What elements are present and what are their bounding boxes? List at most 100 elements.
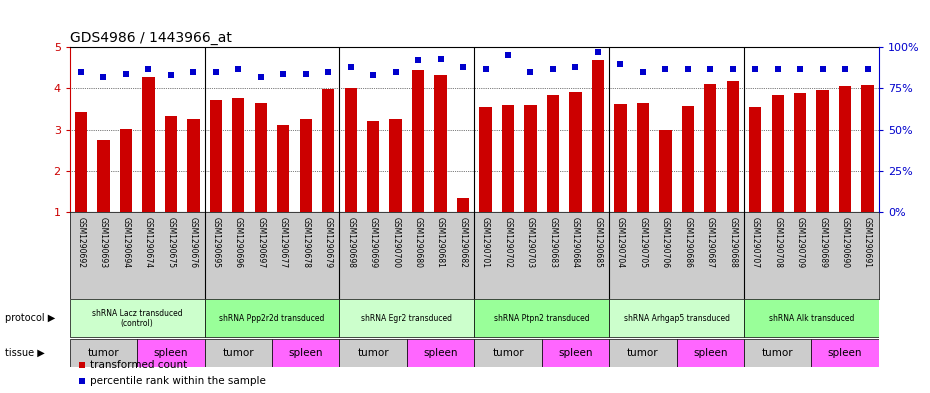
- Bar: [344, 88, 357, 212]
- Text: GSM1290708: GSM1290708: [773, 217, 782, 268]
- Bar: [322, 89, 335, 212]
- Bar: [70, 299, 205, 337]
- Bar: [609, 338, 676, 367]
- Bar: [142, 77, 154, 212]
- Bar: [749, 107, 762, 212]
- Bar: [74, 112, 87, 212]
- Bar: [676, 338, 744, 367]
- Bar: [137, 338, 205, 367]
- Text: GSM1290695: GSM1290695: [211, 217, 220, 268]
- Text: spleen: spleen: [828, 348, 862, 358]
- Text: GSM1290675: GSM1290675: [166, 217, 176, 268]
- Bar: [502, 105, 514, 212]
- Bar: [569, 92, 581, 212]
- Text: GSM1290685: GSM1290685: [593, 217, 603, 268]
- Text: spleen: spleen: [153, 348, 188, 358]
- Text: GSM1290693: GSM1290693: [99, 217, 108, 268]
- Text: GSM1290682: GSM1290682: [458, 217, 468, 267]
- Text: GSM1290686: GSM1290686: [684, 217, 692, 268]
- Text: tumor: tumor: [762, 348, 793, 358]
- Text: GSM1290700: GSM1290700: [392, 217, 400, 268]
- Text: GSM1290688: GSM1290688: [728, 217, 737, 267]
- Text: GSM1290684: GSM1290684: [571, 217, 580, 268]
- Text: GSM1290696: GSM1290696: [233, 217, 243, 268]
- Bar: [591, 60, 604, 212]
- Bar: [406, 338, 474, 367]
- Text: GSM1290683: GSM1290683: [549, 217, 557, 268]
- Bar: [232, 98, 245, 212]
- Text: tumor: tumor: [222, 348, 254, 358]
- Bar: [682, 106, 694, 212]
- Bar: [367, 121, 379, 212]
- Text: GSM1290677: GSM1290677: [279, 217, 287, 268]
- Text: GSM1290694: GSM1290694: [122, 217, 130, 268]
- Bar: [525, 105, 537, 212]
- Text: transformed count: transformed count: [90, 360, 187, 371]
- Bar: [744, 299, 879, 337]
- Bar: [299, 119, 312, 212]
- Text: GSM1290707: GSM1290707: [751, 217, 760, 268]
- Bar: [474, 338, 541, 367]
- Bar: [205, 299, 339, 337]
- Text: GSM1290702: GSM1290702: [503, 217, 512, 268]
- Bar: [811, 338, 879, 367]
- Bar: [457, 198, 470, 212]
- Bar: [861, 85, 874, 212]
- Text: spleen: spleen: [288, 348, 323, 358]
- Bar: [704, 84, 716, 212]
- Text: shRNA Arhgap5 transduced: shRNA Arhgap5 transduced: [624, 314, 729, 323]
- Text: GSM1290690: GSM1290690: [841, 217, 850, 268]
- Bar: [209, 99, 222, 212]
- Text: GSM1290706: GSM1290706: [661, 217, 670, 268]
- Text: spleen: spleen: [693, 348, 727, 358]
- Bar: [339, 338, 406, 367]
- Bar: [817, 90, 829, 212]
- Bar: [474, 299, 609, 337]
- Text: GSM1290709: GSM1290709: [796, 217, 804, 268]
- Text: tissue ▶: tissue ▶: [5, 348, 45, 358]
- Text: GSM1290697: GSM1290697: [257, 217, 265, 268]
- Bar: [547, 95, 559, 212]
- Text: spleen: spleen: [558, 348, 592, 358]
- Text: spleen: spleen: [423, 348, 458, 358]
- Text: GSM1290698: GSM1290698: [346, 217, 355, 268]
- Text: GSM1290676: GSM1290676: [189, 217, 198, 268]
- Bar: [339, 299, 474, 337]
- Text: GSM1290679: GSM1290679: [324, 217, 333, 268]
- Text: GSM1290681: GSM1290681: [436, 217, 445, 267]
- Bar: [187, 119, 200, 212]
- Bar: [794, 94, 806, 212]
- Bar: [637, 103, 649, 212]
- Text: GSM1290705: GSM1290705: [638, 217, 647, 268]
- Bar: [277, 125, 289, 212]
- Text: GSM1290703: GSM1290703: [526, 217, 535, 268]
- Text: GSM1290701: GSM1290701: [481, 217, 490, 268]
- Text: shRNA Egr2 transduced: shRNA Egr2 transduced: [362, 314, 452, 323]
- Bar: [659, 130, 671, 212]
- Bar: [272, 338, 339, 367]
- Text: percentile rank within the sample: percentile rank within the sample: [90, 376, 266, 386]
- Bar: [165, 116, 177, 212]
- Text: shRNA Ppp2r2d transduced: shRNA Ppp2r2d transduced: [219, 314, 325, 323]
- Text: protocol ▶: protocol ▶: [5, 313, 55, 323]
- Bar: [744, 338, 811, 367]
- Text: GSM1290680: GSM1290680: [414, 217, 422, 268]
- Bar: [839, 86, 851, 212]
- Bar: [726, 81, 739, 212]
- Bar: [255, 103, 267, 212]
- Text: GSM1290674: GSM1290674: [144, 217, 153, 268]
- Bar: [120, 129, 132, 212]
- Text: GSM1290692: GSM1290692: [76, 217, 86, 268]
- Text: GSM1290678: GSM1290678: [301, 217, 311, 268]
- Bar: [479, 107, 492, 212]
- Text: tumor: tumor: [87, 348, 119, 358]
- Bar: [70, 338, 138, 367]
- Bar: [609, 299, 744, 337]
- Bar: [541, 338, 609, 367]
- Bar: [412, 70, 424, 212]
- Text: tumor: tumor: [492, 348, 524, 358]
- Text: shRNA Alk transduced: shRNA Alk transduced: [769, 314, 854, 323]
- Text: tumor: tumor: [627, 348, 658, 358]
- Text: GDS4986 / 1443966_at: GDS4986 / 1443966_at: [70, 31, 232, 45]
- Text: shRNA Ptpn2 transduced: shRNA Ptpn2 transduced: [494, 314, 590, 323]
